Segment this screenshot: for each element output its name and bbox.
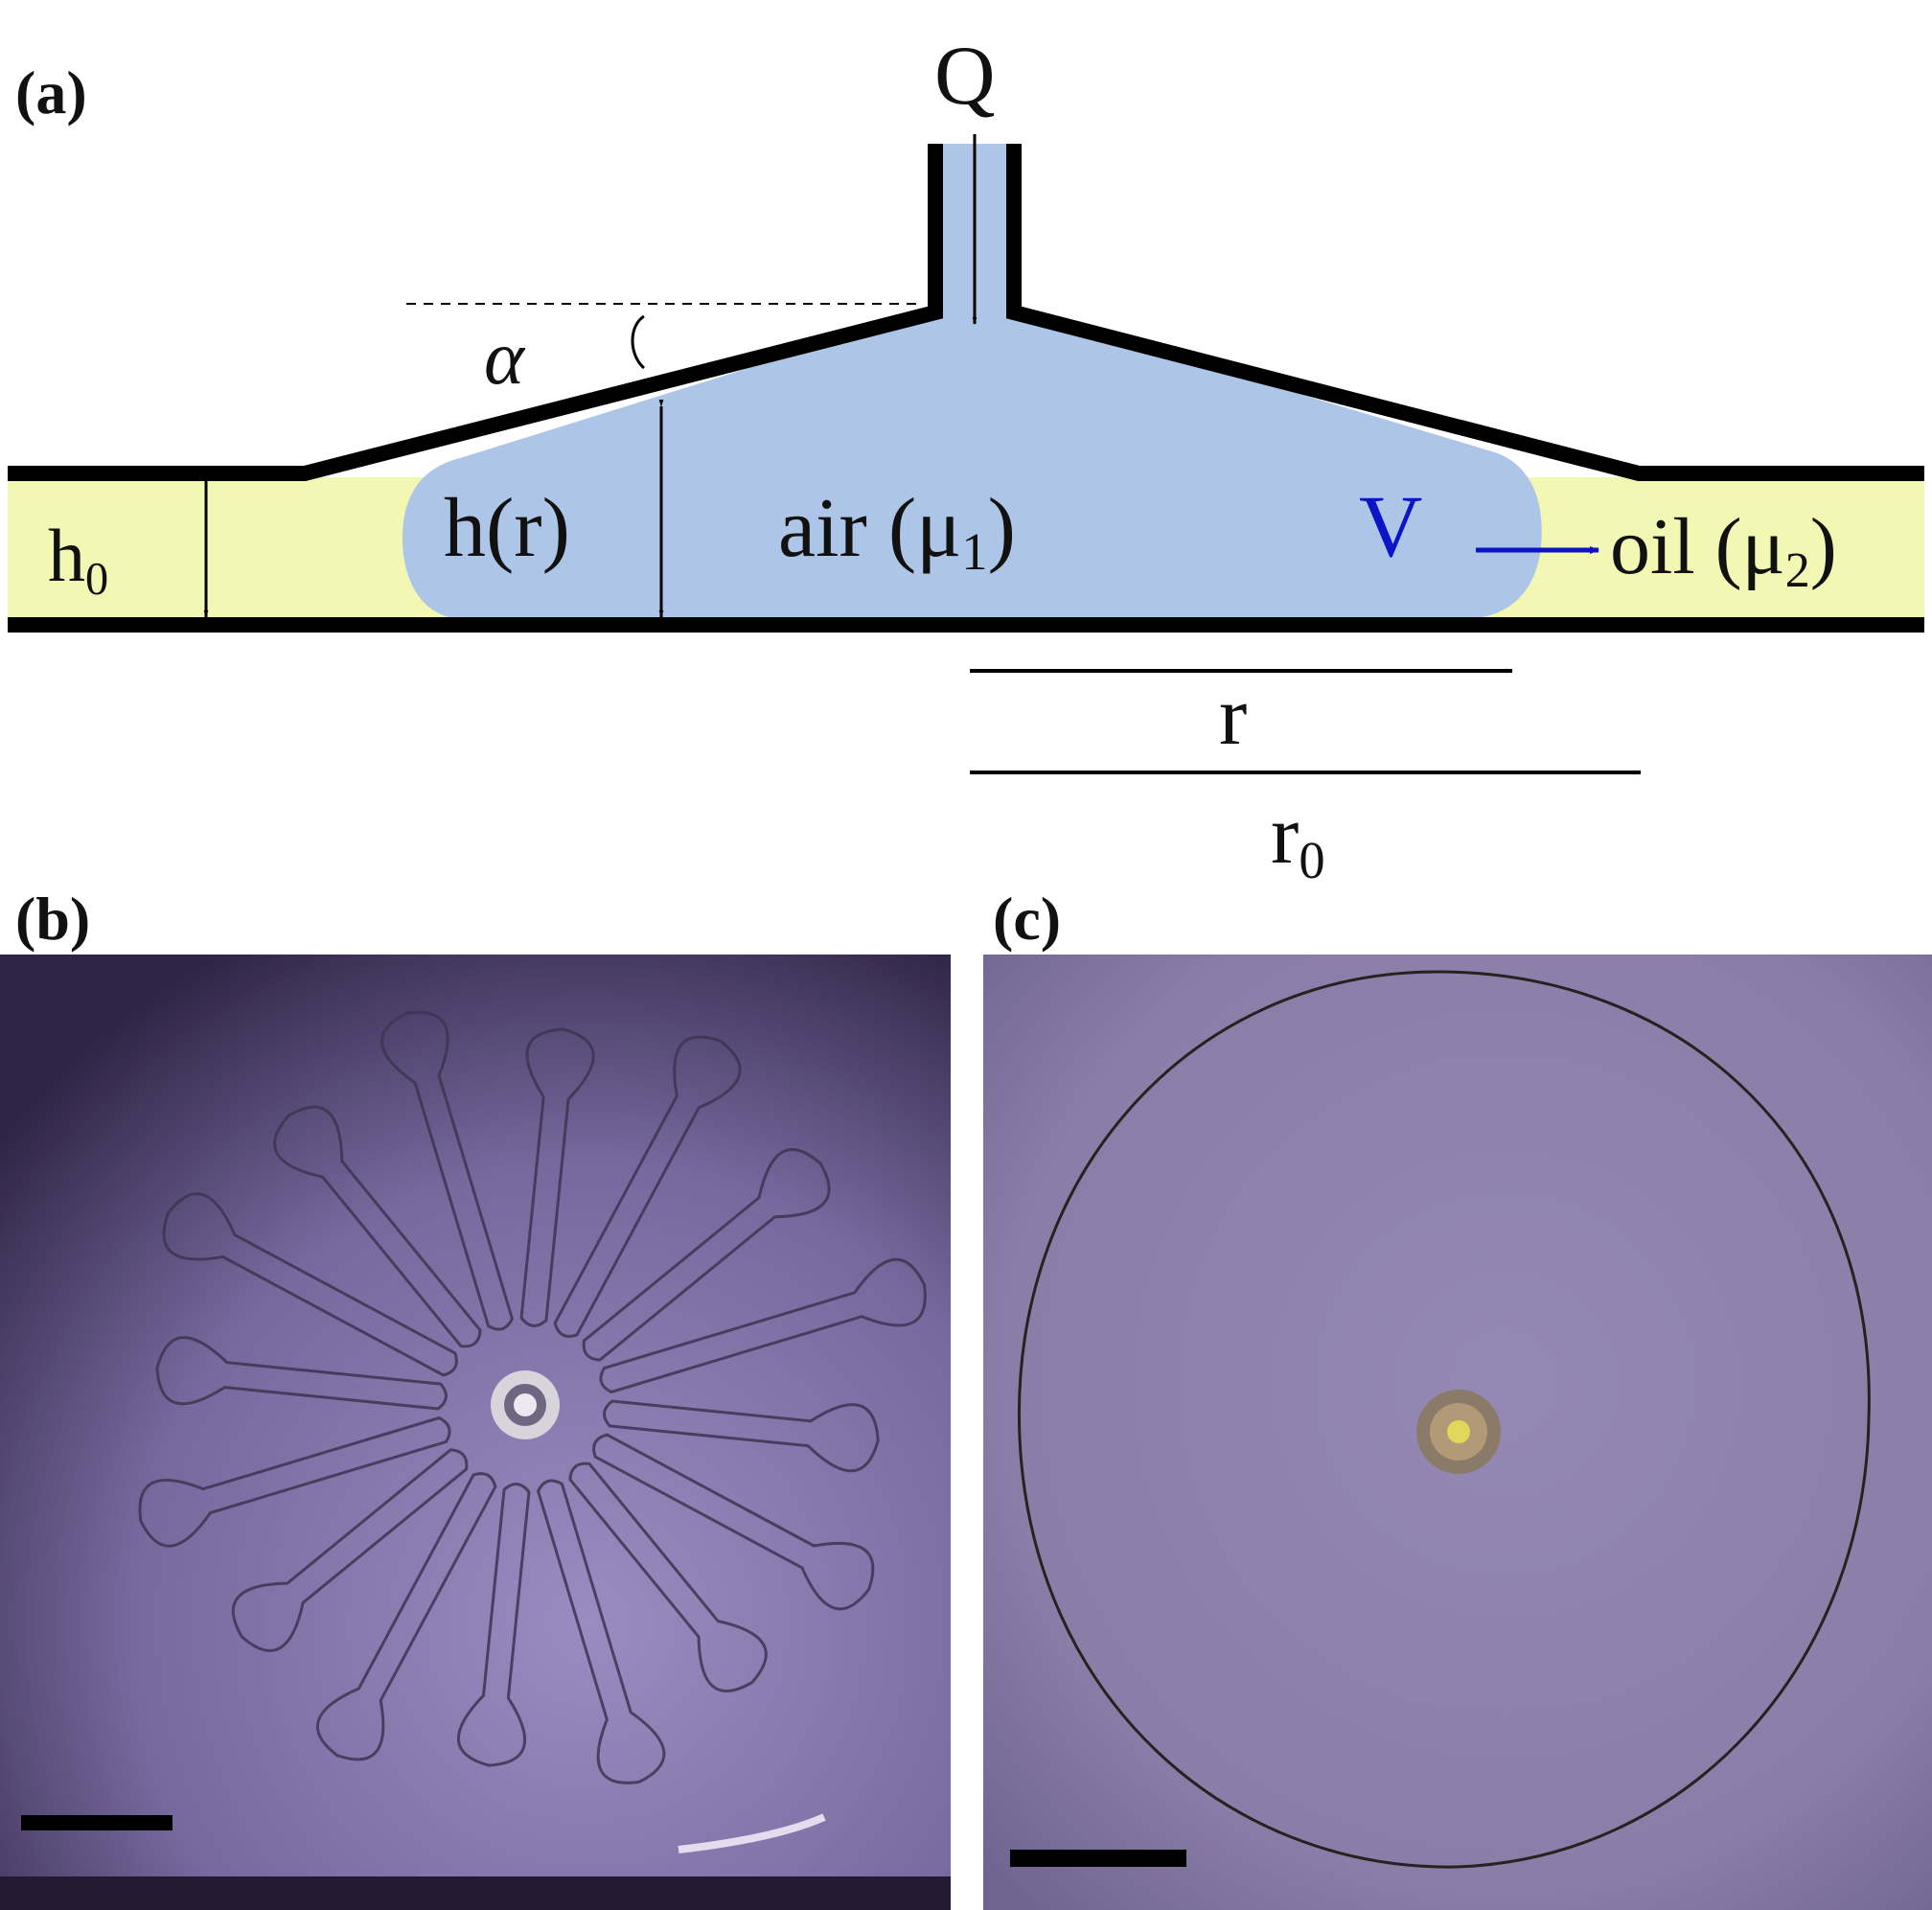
photo-b-bottom-edge xyxy=(0,1876,951,1910)
photo-b-background xyxy=(0,955,951,1910)
viscous-finger xyxy=(316,1472,497,1761)
panel-label-c: (c) xyxy=(993,885,1061,953)
radius-label: r xyxy=(1219,670,1247,763)
panel-c: (c) xyxy=(983,885,1932,1910)
viscous-finger xyxy=(155,1336,448,1411)
panel-label-a: (a) xyxy=(15,58,87,127)
viscous-finger xyxy=(582,1147,831,1362)
viscous-finger xyxy=(553,1035,742,1338)
viscous-finger xyxy=(273,1105,482,1348)
light-streak xyxy=(678,1813,826,1853)
panel-label-b: (b) xyxy=(15,885,90,953)
scale-bar-b xyxy=(21,1815,172,1830)
viscous-finger xyxy=(231,1448,469,1652)
viscous-finger xyxy=(568,1461,768,1692)
air-bubble xyxy=(402,309,1542,619)
injection-port-c xyxy=(1416,1390,1501,1474)
viscous-finger xyxy=(138,1415,451,1548)
oil-label: oil (μ2) xyxy=(1610,502,1837,598)
angle-label: α xyxy=(484,316,526,401)
viscous-finger xyxy=(519,1027,595,1327)
outer-radius-label: r0 xyxy=(1271,789,1325,889)
viscous-finger xyxy=(456,1483,531,1767)
velocity-label: V xyxy=(1359,477,1422,575)
angle-arc xyxy=(631,314,646,370)
viscous-finger xyxy=(536,1479,666,1784)
bubble-interface xyxy=(1017,970,1871,1869)
viscous-finger xyxy=(380,1010,515,1331)
local-gap-label: h(r) xyxy=(444,482,570,575)
viscous-finger xyxy=(162,1192,458,1377)
viscous-fingers xyxy=(138,1010,927,1784)
viscous-finger xyxy=(599,1257,927,1394)
air-label: air (μ1) xyxy=(778,482,1016,581)
viscous-finger xyxy=(592,1433,875,1611)
flow-rate-label: Q xyxy=(934,30,996,123)
gap-label: h0 xyxy=(48,514,108,605)
viscous-finger xyxy=(603,1399,880,1473)
panel-b: (b) xyxy=(0,885,951,1910)
scale-bar-c xyxy=(1010,1850,1186,1867)
injection-port-b xyxy=(491,1370,560,1439)
panel-a: (a) Q α h0 h(r) air (μ1) V oil xyxy=(8,30,1924,889)
